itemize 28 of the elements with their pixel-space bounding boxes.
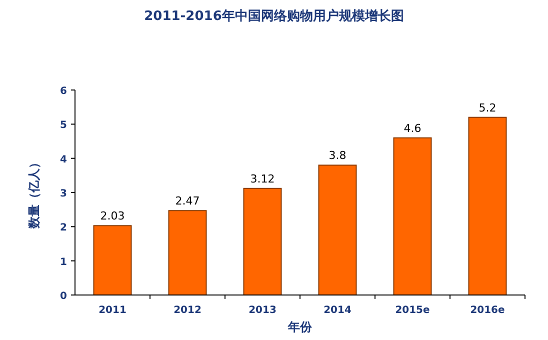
data-label: 5.2 — [478, 101, 496, 114]
bar — [168, 210, 207, 296]
y-tick-label: 5 — [60, 120, 68, 132]
data-label: 4.6 — [404, 122, 422, 135]
data-label: 2.47 — [175, 194, 200, 208]
y-tick-label: 0 — [60, 291, 68, 302]
y-tick-label: 1 — [60, 256, 68, 268]
bar — [243, 188, 282, 296]
x-tick-label: 2011 — [98, 305, 126, 316]
data-label: 2.03 — [100, 210, 125, 223]
bar — [393, 137, 432, 296]
chart-title: 2011-2016年中国网络购物用户规模增长图 — [144, 8, 404, 24]
x-tick-label: 2015e — [395, 305, 430, 316]
data-label: 3.12 — [250, 172, 275, 186]
bar — [93, 225, 132, 296]
x-axis-title: 年份 — [287, 320, 313, 334]
x-tick-label: 2013 — [248, 305, 276, 316]
y-tick-label: 6 — [60, 86, 68, 97]
y-tick-label: 4 — [60, 154, 68, 166]
data-label: 3.8 — [328, 149, 346, 162]
bar — [318, 164, 357, 296]
y-tick-label: 3 — [60, 188, 68, 200]
y-axis-title: 数量（亿人） — [27, 156, 41, 230]
x-tick-label: 2016e — [470, 305, 506, 316]
bar — [468, 116, 507, 296]
x-tick-label: 2014 — [324, 305, 352, 316]
x-tick-label: 2012 — [174, 305, 202, 316]
y-tick-label: 2 — [60, 222, 68, 234]
